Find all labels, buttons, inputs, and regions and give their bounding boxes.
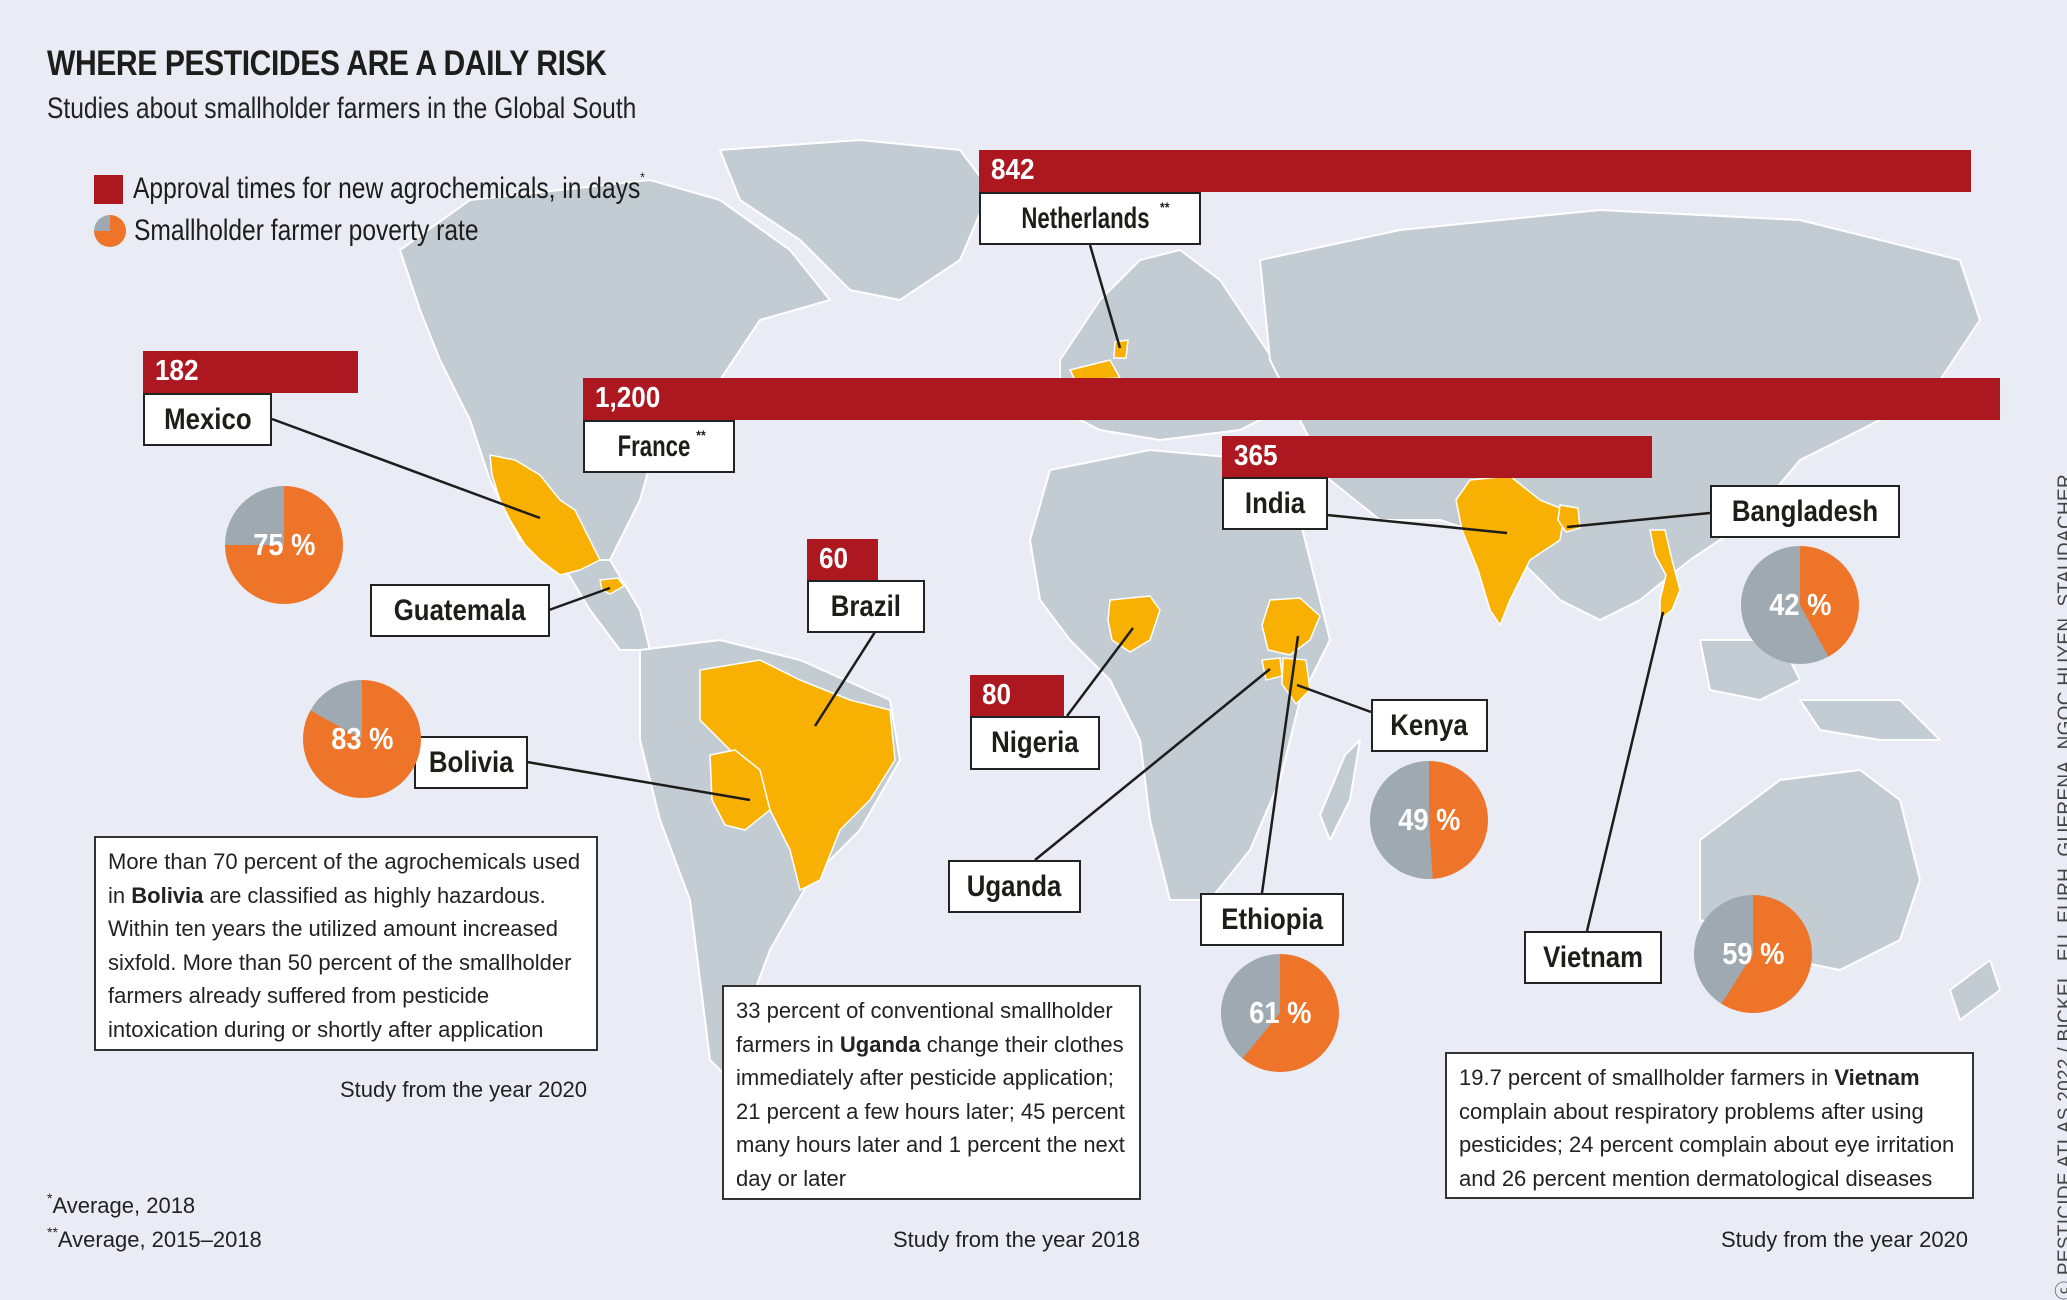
label-france: France **: [583, 420, 735, 473]
label-bangladesh: Bangladesh: [1710, 485, 1900, 538]
label-guatemala: Guatemala: [370, 584, 550, 637]
label-uganda: Uganda: [948, 860, 1081, 913]
chart-subtitle: Studies about smallholder farmers in the…: [47, 92, 637, 125]
label-brazil: Brazil: [807, 580, 925, 633]
bar-nigeria: 80: [970, 675, 1064, 717]
footnote-1: *Average, 2018: [47, 1190, 196, 1218]
note-vietnam: 19.7 percent of smallholder farmers in V…: [1445, 1052, 1974, 1199]
bar-netherlands: 842: [979, 150, 1971, 192]
legend-label-approval: Approval times for new agrochemicals, in…: [133, 172, 641, 205]
note-uganda: 33 percent of conventional smallholder f…: [722, 985, 1141, 1200]
footnote-marker: *: [640, 169, 645, 185]
chart-title: WHERE PESTICIDES ARE A DAILY RISK: [47, 44, 607, 83]
label-mexico: Mexico: [143, 393, 272, 446]
bar-france: 1,200: [583, 378, 2000, 420]
label-kenya: Kenya: [1371, 699, 1488, 752]
country-nigeria: [1107, 595, 1161, 653]
label-nigeria: Nigeria: [970, 716, 1100, 770]
note-bolivia: More than 70 percent of the agrochemical…: [94, 836, 598, 1051]
legend-item-approval: Approval times for new agrochemicals, in…: [94, 168, 757, 210]
pie-ethiopia: 61 %: [1221, 954, 1339, 1072]
country-mexico: [489, 454, 601, 576]
label-india: India: [1222, 477, 1328, 530]
label-ethiopia: Ethiopia: [1200, 893, 1344, 946]
pie-bolivia: 83 %: [303, 680, 421, 798]
study-year-bolivia: Study from the year 2020: [340, 1077, 588, 1102]
country-uganda: [1261, 657, 1283, 681]
country-india: [1455, 475, 1566, 626]
label-vietnam: Vietnam: [1524, 931, 1662, 984]
bar-swatch-icon: [94, 174, 123, 204]
legend: Approval times for new agrochemicals, in…: [94, 168, 757, 252]
pie-swatch-icon: [94, 215, 126, 247]
pie-vietnam: 59 %: [1694, 895, 1812, 1013]
country-bolivia: [709, 749, 771, 831]
source-credit: ⓒ PESTICIDE ATLAS 2022 / BICKEL, EU, EUR…: [2055, 473, 2067, 1300]
bar-brazil: 60: [807, 539, 878, 581]
legend-label-poverty: Smallholder farmer poverty rate: [134, 214, 479, 247]
pie-bangladesh: 42 %: [1741, 546, 1859, 664]
country-vietnam: [1649, 529, 1681, 621]
footnote-2: **Average, 2015–2018: [47, 1224, 262, 1252]
study-year-uganda: Study from the year 2018: [893, 1227, 1141, 1252]
bar-india: 365: [1222, 436, 1652, 478]
legend-item-poverty: Smallholder farmer poverty rate: [94, 210, 757, 252]
bar-mexico: 182: [143, 351, 358, 393]
country-ethiopia: [1261, 597, 1321, 656]
label-bolivia: Bolivia: [414, 736, 528, 789]
country-netherlands: [1113, 339, 1129, 359]
study-year-vietnam: Study from the year 2020: [1721, 1227, 1969, 1252]
pie-kenya: 49 %: [1370, 761, 1488, 879]
label-netherlands: Netherlands **: [979, 192, 1201, 245]
pie-guatemala: 75 %: [225, 486, 343, 604]
